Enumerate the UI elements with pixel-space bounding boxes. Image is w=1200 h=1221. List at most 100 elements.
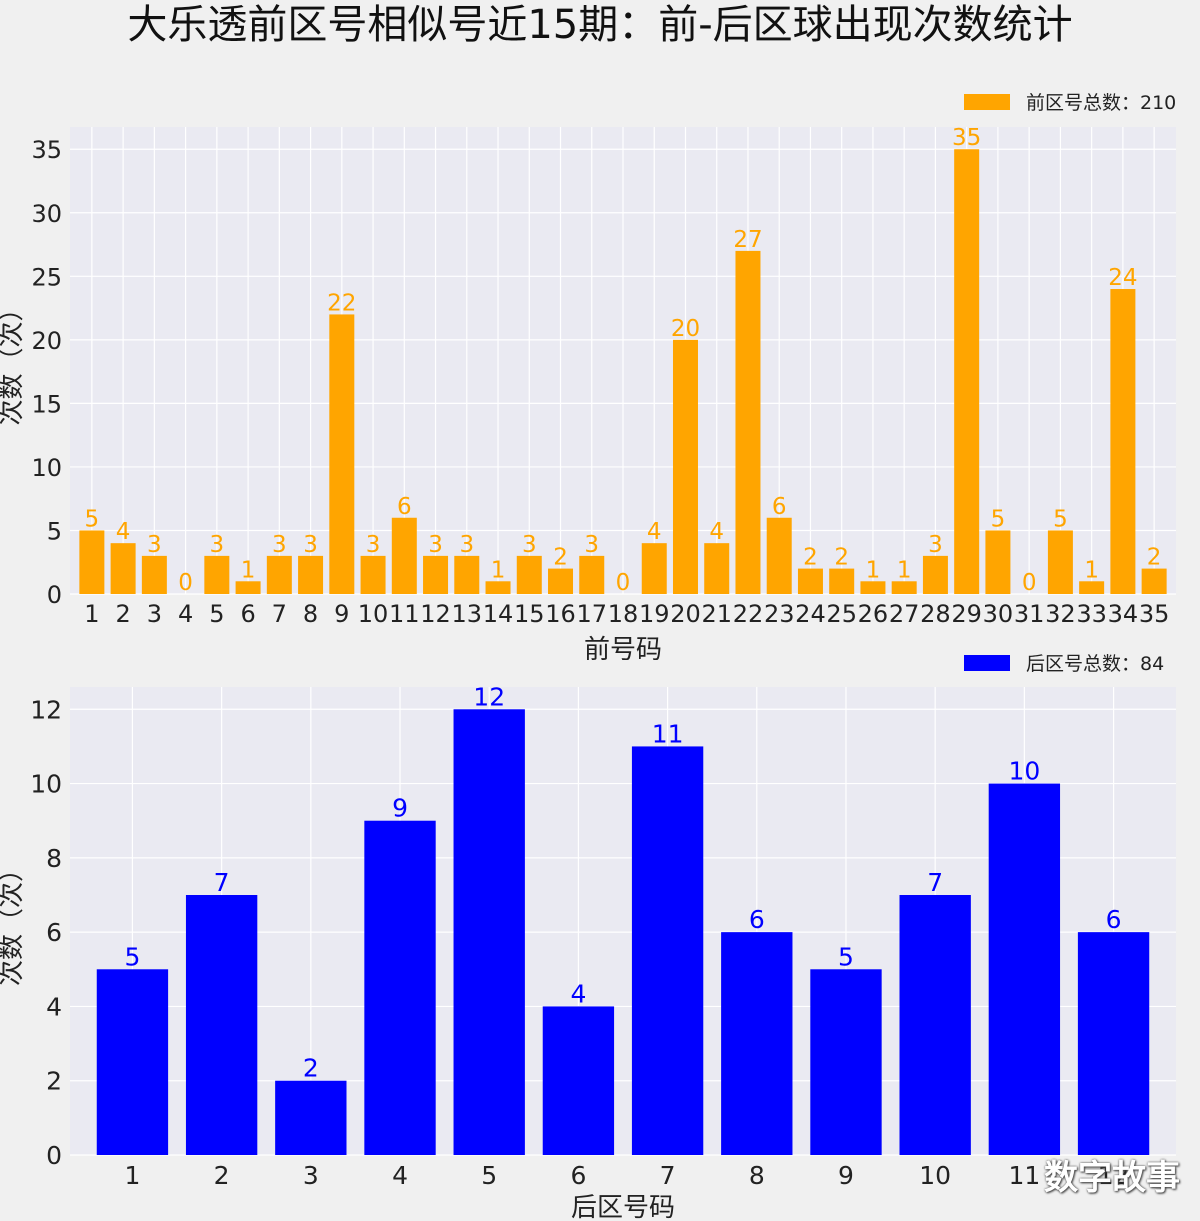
bar-value-label: 4 (647, 519, 662, 545)
x-tick-label: 10 (919, 1161, 951, 1190)
x-tick-label: 9 (838, 1161, 854, 1190)
x-tick-label: 29 (951, 600, 982, 628)
x-tick-label: 34 (1108, 600, 1139, 628)
y-tick-label: 5 (47, 517, 62, 545)
bar-value-label: 3 (584, 532, 599, 558)
bar (797, 568, 823, 594)
bar-value-label: 24 (1108, 265, 1137, 291)
y-tick-label: 10 (31, 454, 62, 482)
x-tick-label: 7 (660, 1161, 676, 1190)
x-tick-label: 30 (983, 600, 1014, 628)
bar (922, 555, 948, 594)
x-tick-label: 19 (639, 600, 670, 628)
bar (391, 517, 417, 594)
bar-value-label: 7 (927, 868, 943, 897)
bar-value-label: 1 (866, 557, 881, 583)
bar-value-label: 3 (522, 532, 537, 558)
x-tick-label: 14 (483, 600, 514, 628)
bar (423, 555, 449, 594)
x-tick-label: 4 (178, 600, 193, 628)
bar-value-label: 5 (838, 942, 854, 971)
bar-value-label: 0 (1022, 570, 1037, 596)
x-tick-label: 5 (481, 1161, 497, 1190)
bar-value-label: 1 (491, 557, 506, 583)
bar-value-label: 3 (272, 532, 287, 558)
bar (735, 250, 761, 595)
bar-value-label: 2 (1147, 545, 1162, 571)
bar-value-label: 6 (749, 905, 765, 934)
x-tick-label: 3 (147, 600, 162, 628)
bar (954, 149, 980, 594)
bar-value-label: 11 (652, 719, 684, 748)
legend-swatch (964, 94, 1010, 110)
bar (548, 568, 574, 594)
chart-title: 大乐透前区号相似号近15期：前-后区球出现次数统计 (127, 2, 1073, 48)
bar (721, 932, 793, 1155)
bar (516, 555, 542, 594)
bar-value-label: 3 (928, 532, 943, 558)
bar-value-label: 5 (991, 506, 1006, 532)
bar-value-label: 12 (473, 682, 505, 711)
x-axis-label: 前号码 (584, 635, 662, 660)
y-tick-label: 20 (31, 327, 62, 355)
bar-value-label: 3 (428, 532, 443, 558)
bar-value-label: 9 (392, 794, 408, 823)
bar-value-label: 27 (733, 227, 762, 253)
x-tick-label: 16 (545, 600, 576, 628)
bar-value-label: 4 (570, 979, 586, 1008)
bar-value-label: 2 (803, 545, 818, 571)
bar (204, 555, 230, 594)
bar-value-label: 1 (1084, 557, 1099, 583)
x-tick-label: 13 (452, 600, 483, 628)
x-tick-label: 31 (1014, 600, 1045, 628)
x-tick-label: 6 (570, 1161, 586, 1190)
x-tick-label: 35 (1139, 600, 1170, 628)
x-tick-label: 18 (608, 600, 639, 628)
legend-label: 前区号总数：210 (1026, 92, 1176, 114)
bar (631, 746, 704, 1155)
y-axis-label: 次数（次） (0, 856, 27, 986)
bar-value-label: 0 (616, 570, 631, 596)
bar-value-label: 4 (116, 519, 131, 545)
x-tick-label: 3 (303, 1161, 319, 1190)
bar (235, 581, 261, 594)
bar (453, 709, 525, 1155)
bar (96, 969, 169, 1155)
x-tick-label: 23 (764, 600, 795, 628)
bar-value-label: 5 (124, 942, 140, 971)
bar-value-label: 35 (952, 125, 981, 151)
x-tick-label: 22 (733, 600, 764, 628)
bar-value-label: 3 (303, 532, 318, 558)
y-tick-label: 6 (46, 918, 62, 947)
x-tick-label: 17 (576, 600, 607, 628)
bar-value-label: 0 (178, 570, 193, 596)
bar (185, 895, 258, 1155)
x-axis-label: 后区号码 (571, 1193, 675, 1221)
x-tick-label: 21 (701, 600, 732, 628)
bar (275, 1080, 347, 1155)
bar-value-label: 6 (397, 494, 412, 520)
y-tick-label: 15 (31, 390, 62, 418)
x-tick-label: 32 (1045, 600, 1076, 628)
bar (672, 339, 698, 594)
front-zone-chart: 0510152025303551423304351637382293106113… (0, 92, 1176, 660)
bar (829, 568, 855, 594)
bar (1047, 530, 1073, 594)
bar (704, 543, 730, 594)
x-tick-label: 12 (420, 600, 451, 628)
bar (766, 517, 792, 594)
x-tick-label: 8 (749, 1161, 765, 1190)
y-axis-label: 次数（次） (0, 295, 27, 425)
bar (110, 543, 136, 594)
bar (1077, 932, 1150, 1155)
bar-value-label: 2 (303, 1054, 319, 1083)
y-tick-label: 2 (46, 1067, 62, 1096)
bar (988, 783, 1061, 1155)
bar (485, 581, 511, 594)
x-tick-label: 5 (209, 600, 224, 628)
y-tick-label: 35 (31, 136, 62, 164)
bar-value-label: 10 (1008, 757, 1040, 786)
bar-value-label: 22 (327, 290, 356, 316)
bar (141, 555, 167, 594)
